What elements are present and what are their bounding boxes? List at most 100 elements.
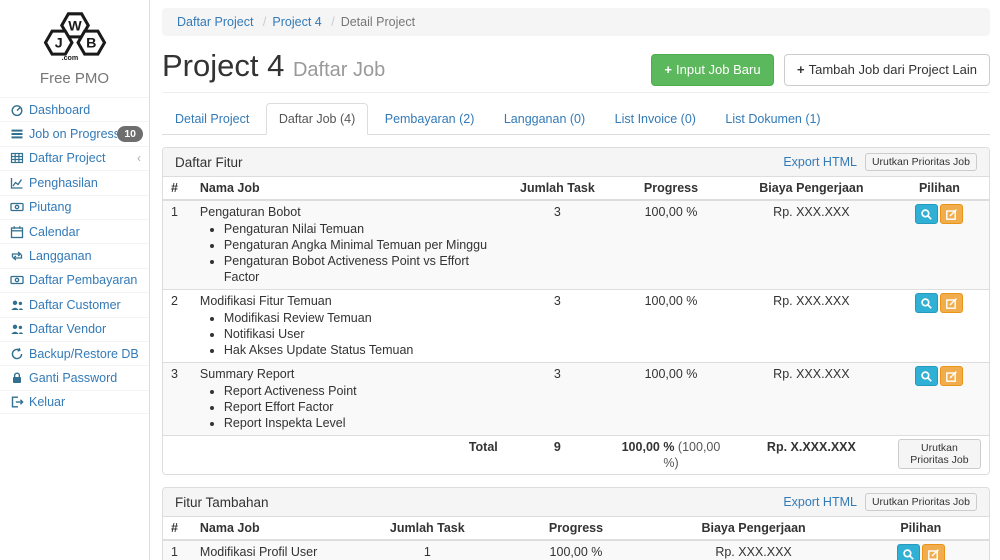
sidebar-item-daftar-vendor[interactable]: Daftar Vendor [0, 316, 149, 341]
row-number: 1 [163, 539, 192, 560]
sidebar-item-backup-restore-db[interactable]: Backup/Restore DB [0, 340, 149, 365]
tambah-job-dari-project-lain-button[interactable]: + Tambah Job dari Project Lain [784, 54, 990, 87]
page-subtitle: Daftar Job [292, 59, 386, 81]
sidebar-item-daftar-customer[interactable]: Daftar Customer [0, 292, 149, 316]
breadcrumb-detail-project: Detail Project [325, 15, 415, 29]
cost-value: Rp. XXX.XXX [732, 289, 890, 363]
sidebar-item-piutang[interactable]: Piutang [0, 194, 149, 219]
breadcrumb: Daftar Project Project 4 Detail Project [162, 8, 990, 36]
sidebar-item-ganti-password[interactable]: Ganti Password [0, 365, 149, 389]
view-job-button[interactable] [915, 293, 939, 313]
sidebar-item-calendar[interactable]: Calendar [0, 218, 149, 243]
sidebar-item-daftar-pembayaran[interactable]: Daftar Pembayaran [0, 267, 149, 292]
col-pilihan: Pilihan [889, 177, 989, 201]
table-header-row: # Nama Job Jumlah Task Progress Biaya Pe… [163, 517, 989, 541]
col-nama-job: Nama Job [191, 517, 358, 541]
job-name-cell: Summary ReportReport Activeness PointRep… [191, 362, 506, 436]
panel-daftar-fitur: Daftar Fitur Export HTML Urutkan Priorit… [162, 147, 990, 475]
tab-pembayaran[interactable]: Pembayaran (2) [384, 112, 475, 126]
job-name-cell: Modifikasi Profil UserTab F/U Temuan [191, 539, 358, 560]
edit-icon [946, 297, 958, 309]
col-nama-job: Nama Job [191, 177, 506, 201]
actions-cell [889, 199, 989, 290]
tab-langganan[interactable]: Langganan (0) [503, 112, 586, 126]
col-no: # [163, 517, 192, 541]
table-icon [8, 151, 25, 165]
sidebar-item-dashboard[interactable]: Dashboard [0, 97, 149, 121]
subtask-item: Report Effort Factor [224, 399, 498, 415]
edit-job-button[interactable] [921, 544, 945, 560]
lock-icon [8, 371, 25, 385]
search-icon [921, 297, 933, 309]
app-logo: W J B .com Free PMO [0, 0, 149, 87]
svg-text:B: B [86, 36, 96, 52]
tasks-icon [8, 127, 25, 141]
cost-value: Rp. XXX.XXX [732, 362, 890, 436]
view-job-button[interactable] [915, 366, 939, 386]
subtask-item: Hak Akses Update Status Temuan [224, 342, 498, 358]
users-icon [8, 298, 25, 312]
subtask-item: Pengaturan Angka Minimal Temuan per Ming… [224, 237, 498, 253]
breadcrumb-project-4[interactable]: Project 4 [272, 15, 322, 29]
col-jumlah-task: Jumlah Task [505, 177, 610, 201]
fitur-tambahan-table: # Nama Job Jumlah Task Progress Biaya Pe… [163, 517, 989, 560]
total-label: Total [191, 435, 506, 474]
col-jumlah-task: Jumlah Task [357, 517, 498, 541]
search-icon [921, 208, 933, 220]
view-job-button[interactable] [896, 544, 920, 560]
row-number: 3 [163, 362, 192, 436]
svg-text:J: J [54, 36, 62, 52]
export-html-link[interactable]: Export HTML [783, 155, 857, 169]
page-title: Project 4 Daftar Job [162, 48, 386, 83]
search-icon [903, 548, 914, 560]
total-cost: Rp. X.XXX.XXX [732, 435, 890, 474]
breadcrumb-daftar-project[interactable]: Daftar Project [177, 15, 254, 29]
sidebar-item-penghasilan[interactable]: Penghasilan [0, 170, 149, 194]
cost-value: Rp. XXX.XXX [654, 539, 853, 560]
users-icon [8, 322, 25, 336]
sidebar-item-keluar[interactable]: Keluar [0, 389, 149, 415]
panel-fitur-tambahan: Fitur Tambahan Export HTML Urutkan Prior… [162, 487, 990, 560]
col-biaya-pengerjaan: Biaya Pengerjaan [732, 177, 890, 201]
progress-value: 100,00 % [609, 289, 733, 363]
urutkan-prioritas-job-button[interactable]: Urutkan Prioritas Job [864, 153, 977, 171]
actions-cell [852, 539, 989, 560]
tab-list-invoice[interactable]: List Invoice (0) [614, 112, 696, 126]
sidebar-item-job-on-progress[interactable]: Job on Progress 10 [0, 121, 149, 145]
col-progress: Progress [609, 177, 733, 201]
money-icon [8, 200, 25, 214]
panel-title: Daftar Fitur [175, 154, 243, 170]
tab-daftar-job[interactable]: Daftar Job (4) [265, 103, 369, 135]
progress-value: 100,00 % [609, 199, 733, 290]
sidebar-item-daftar-project[interactable]: Daftar Project ‹ [0, 145, 149, 170]
project-tabs: Detail Project Daftar Job (4) Pembayaran… [162, 103, 990, 135]
input-job-baru-button[interactable]: + Input Job Baru [651, 54, 774, 87]
brand-name: Free PMO [39, 70, 110, 87]
view-job-button[interactable] [915, 204, 939, 224]
urutkan-prioritas-job-button[interactable]: Urutkan Prioritas Job [864, 493, 977, 511]
retweet-icon [8, 249, 25, 263]
line-chart-icon [8, 176, 25, 190]
actions-cell [889, 289, 989, 363]
edit-icon [927, 548, 939, 560]
sidebar-item-langganan[interactable]: Langganan [0, 243, 149, 267]
subtask-item: Report Activeness Point [224, 383, 498, 399]
progress-value: 100,00 % [609, 362, 733, 436]
urutkan-prioritas-job-button[interactable]: Urutkan Prioritas Job [897, 439, 981, 469]
subtask-item: Pengaturan Nilai Temuan [224, 221, 498, 237]
export-html-link[interactable]: Export HTML [783, 495, 857, 509]
edit-job-button[interactable] [940, 366, 964, 386]
job-name-cell: Pengaturan BobotPengaturan Nilai TemuanP… [191, 199, 506, 290]
chevron-left-icon: ‹ [137, 151, 141, 166]
tab-detail-project[interactable]: Detail Project [175, 112, 250, 126]
task-count: 3 [505, 289, 610, 363]
plus-icon: + [797, 62, 805, 77]
plus-icon: + [664, 62, 673, 77]
tab-list-dokumen[interactable]: List Dokumen (1) [725, 112, 821, 126]
edit-job-button[interactable] [940, 293, 964, 313]
money-icon [8, 273, 25, 287]
edit-job-button[interactable] [940, 204, 964, 224]
